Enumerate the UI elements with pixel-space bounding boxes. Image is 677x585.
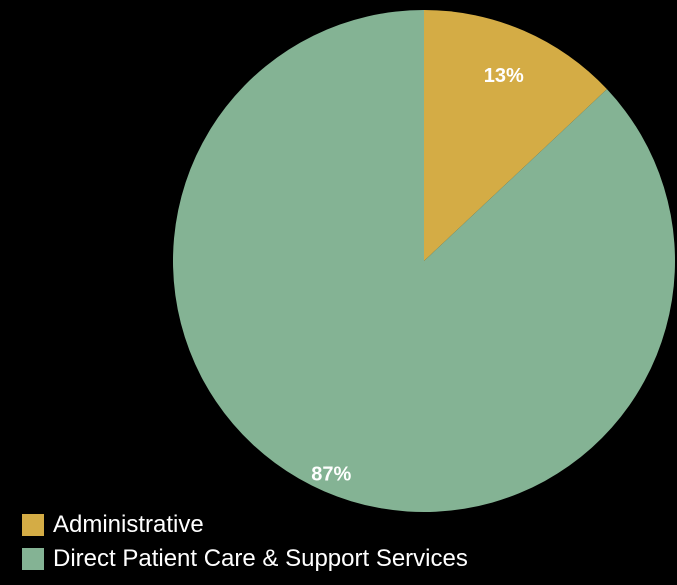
pie-label-direct-patient-care: 87% [311, 464, 351, 486]
legend-label-administrative: Administrative [53, 511, 204, 538]
legend-label-direct-patient-care: Direct Patient Care & Support Services [53, 545, 468, 572]
legend-swatch-administrative [22, 514, 44, 536]
legend: Administrative Direct Patient Care & Sup… [22, 508, 468, 576]
pie-slice-administrative [424, 10, 607, 261]
legend-swatch-direct-patient-care [22, 548, 44, 570]
pie-label-administrative: 13% [484, 65, 524, 87]
legend-item-administrative: Administrative [22, 508, 468, 542]
pie-slice-direct-patient-care [173, 10, 675, 513]
legend-item-direct-patient-care: Direct Patient Care & Support Services [22, 542, 468, 576]
